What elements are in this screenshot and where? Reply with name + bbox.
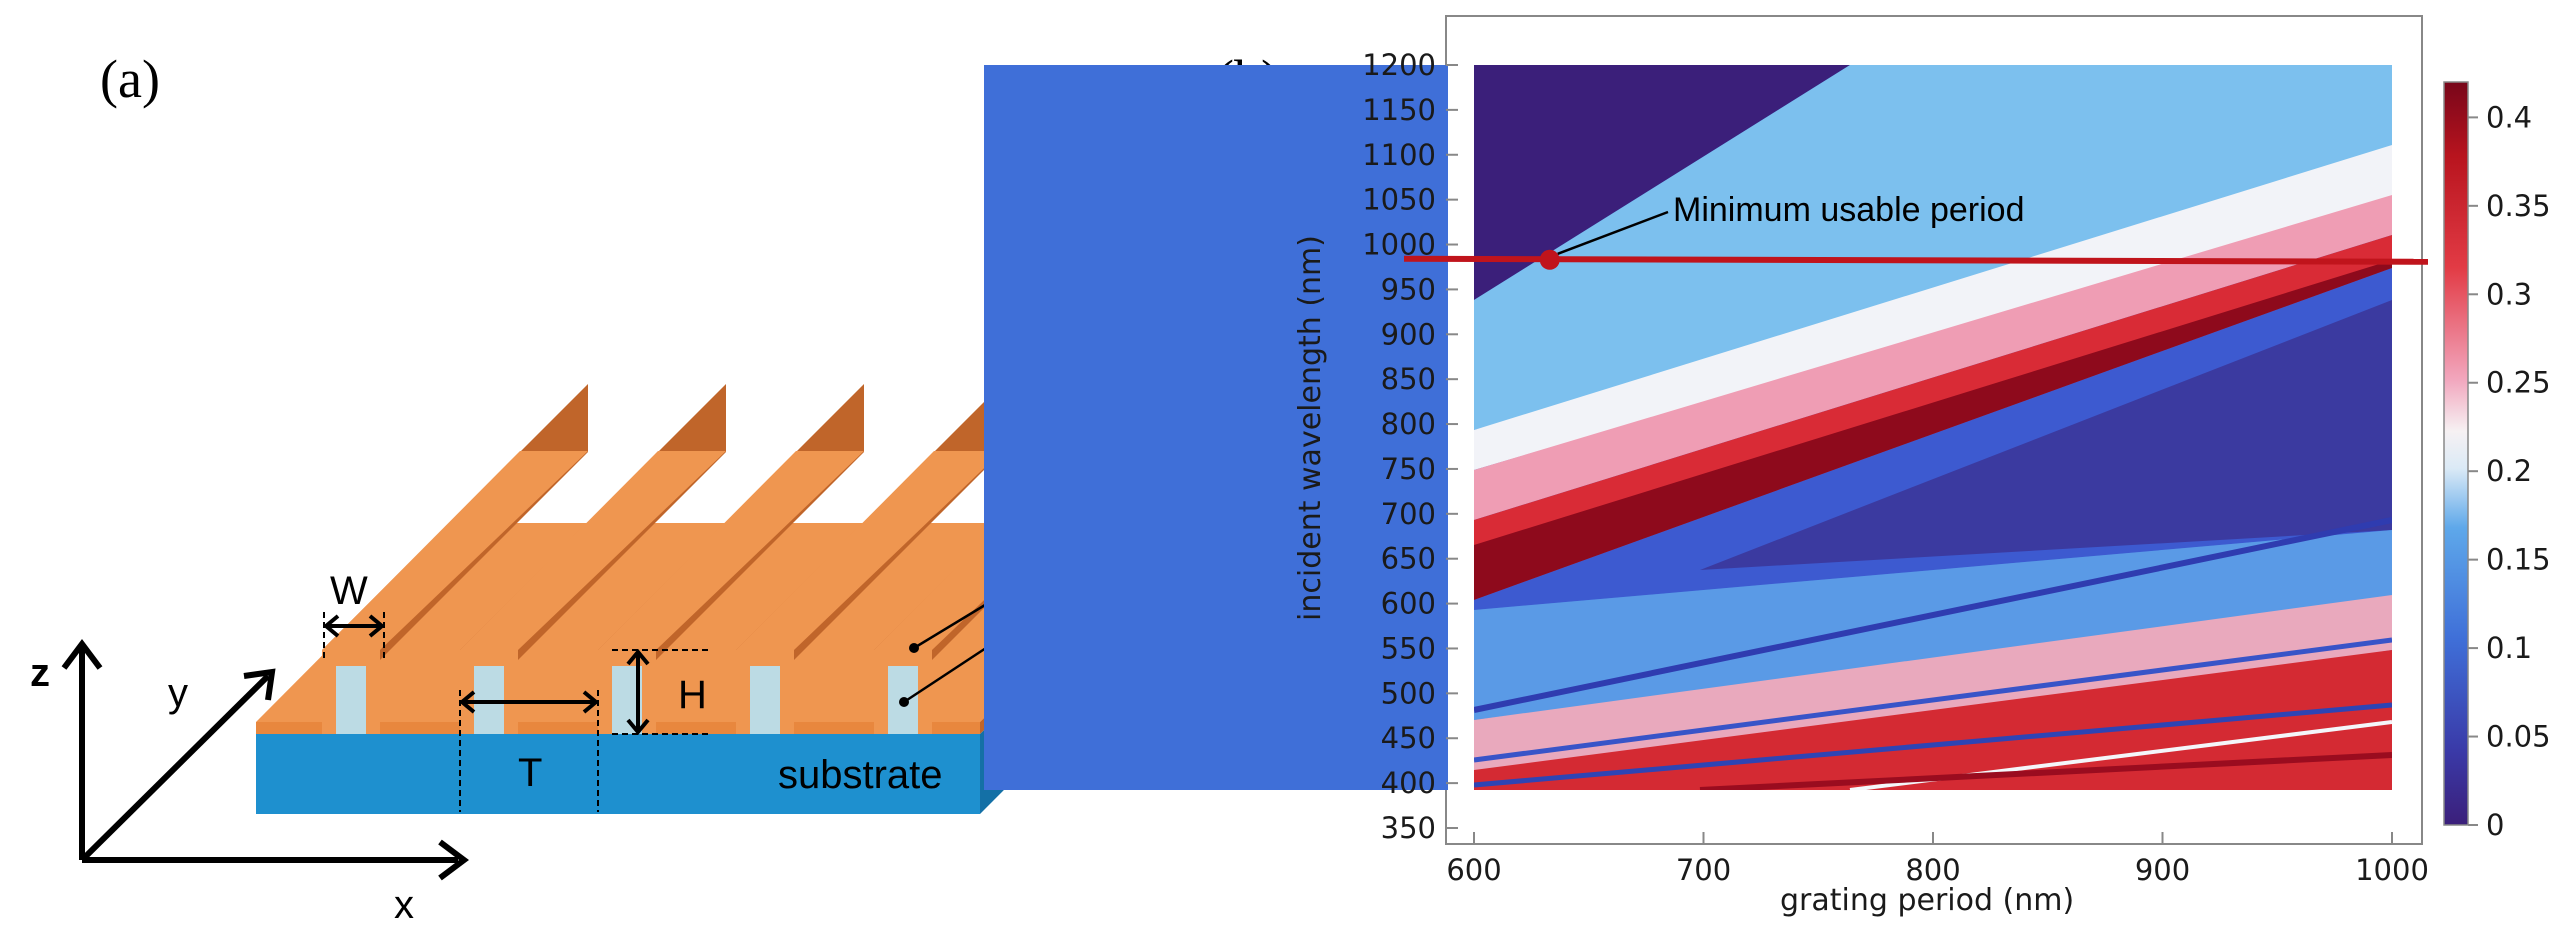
heatmap-region	[1474, 195, 2392, 520]
y-tick-label: 950	[1381, 272, 1436, 306]
minimum-period-line	[1403, 255, 2429, 265]
white-margin	[1448, 18, 1474, 840]
y-tick-label: 900	[1381, 317, 1436, 351]
y-tick-label: 700	[1381, 497, 1436, 531]
y-tick-label: 650	[1381, 542, 1436, 576]
x-tick-label: 1000	[2355, 853, 2429, 887]
y-tick-label: 500	[1381, 676, 1436, 710]
x-tick-label: 700	[1676, 853, 1731, 887]
label-w: W	[330, 569, 368, 613]
heatmap-streak	[1473, 517, 2392, 713]
x-tick-label: 600	[1446, 853, 1501, 887]
y-axis-title: incident wavelength (nm)	[1293, 235, 1328, 621]
x-axis-title: grating period (nm)	[1780, 883, 2074, 918]
colorbar-tick-label: 0.15	[2486, 543, 2551, 577]
axis-x-label: x	[394, 883, 414, 927]
colorbar-tick-label: 0.2	[2486, 454, 2532, 488]
ridge	[322, 384, 588, 734]
y-tick-label: 850	[1381, 362, 1436, 396]
y-tick-label: 800	[1381, 407, 1436, 441]
y-tick-label: 1200	[1362, 48, 1436, 82]
height-dimension	[612, 648, 712, 736]
period-dimension	[458, 690, 600, 812]
label-t: T	[518, 751, 542, 795]
minimum-period-marker	[1539, 249, 1560, 270]
label-substrate: substrate	[778, 753, 943, 797]
y-tick-label: 550	[1381, 631, 1436, 665]
y-tick-label: 600	[1381, 587, 1436, 621]
ridge	[598, 384, 864, 734]
white-margin	[2392, 18, 2420, 840]
colorbar-ticks: 0 0.05 0.1 0.15 0.2 0.25 0.3 0.35 0.4	[2468, 100, 2551, 842]
x-ticks: 600 700 800 900 1000	[1446, 832, 2429, 887]
substrate-front	[256, 734, 980, 814]
axis-z-label: z	[30, 651, 50, 695]
ridge	[460, 384, 726, 734]
heatmap-region	[1474, 650, 2392, 790]
y-tick-label: 1050	[1362, 183, 1436, 217]
heatmap-region	[1474, 65, 2392, 430]
y-tick-label: 350	[1381, 811, 1436, 845]
colorbar-tick-label: 0.35	[2486, 189, 2551, 223]
ridge	[736, 384, 1002, 734]
colorbar-tick-label: 0.3	[2486, 277, 2532, 311]
heatmap	[984, 65, 2392, 790]
y-tick-label: 750	[1381, 452, 1436, 486]
y-tick-label: 1100	[1362, 138, 1436, 172]
colorbar-tick-label: 0.05	[2486, 720, 2551, 754]
coating-pointer	[913, 600, 991, 650]
heatmap-region	[1474, 530, 2392, 720]
white-margin	[1448, 18, 2420, 65]
heatmap-region	[1474, 260, 2392, 600]
annotation-label: Minimum usable period	[1673, 191, 2025, 229]
label-h: H	[678, 673, 707, 717]
y-tick-label: 400	[1381, 766, 1436, 800]
colorbar-tick-label: 0.25	[2486, 366, 2551, 400]
coordinate-axes	[61, 639, 469, 881]
panel-a-label: (a)	[100, 49, 160, 109]
colorbar-tick-label: 0.4	[2486, 100, 2532, 134]
annotation-pointer	[1557, 210, 1669, 255]
heatmap-region	[1474, 145, 2392, 470]
x-tick-label: 900	[2135, 853, 2190, 887]
panel-b: (b)	[984, 15, 2551, 918]
y-ticks: 350 400 450 500 550 600 650 700 750 800 850 900 950 1…	[1362, 48, 1458, 845]
heatmap-region	[1700, 300, 2392, 570]
grating-pointer	[903, 646, 987, 704]
heatmap-streak	[1699, 752, 2392, 790]
colorbar-tick-label: 0	[2486, 808, 2504, 842]
axis-y-label: y	[168, 671, 188, 715]
x-tick-label: 800	[1905, 853, 1960, 887]
heatmap-streak	[1473, 702, 2392, 788]
width-dimension	[322, 612, 386, 660]
y-tick-label: 450	[1381, 721, 1436, 755]
y-tick-label: 1150	[1362, 93, 1436, 127]
colorbar-tick-label: 0.1	[2486, 631, 2532, 665]
colorbar	[2443, 81, 2469, 826]
heatmap-streak	[1473, 637, 2392, 763]
